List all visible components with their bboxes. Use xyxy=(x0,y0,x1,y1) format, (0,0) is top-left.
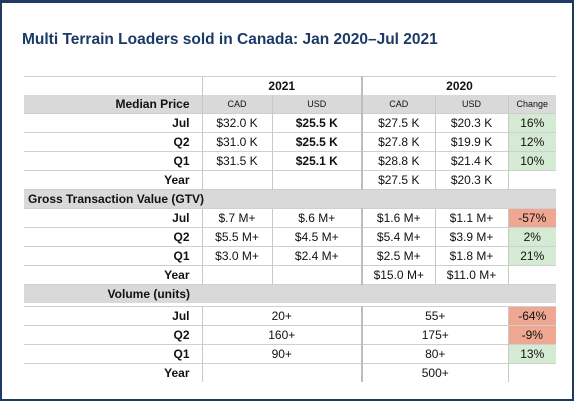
cell-change: 13% xyxy=(507,344,557,364)
col-usd-2021: USD xyxy=(271,95,363,114)
row-period: Q2 xyxy=(24,132,202,152)
year-header-row: 2021 2020 xyxy=(24,76,557,95)
row-period: Jul xyxy=(24,306,202,326)
table-row: Q1 90+ 80+ 13% xyxy=(24,344,557,364)
year-2020-header: 2020 xyxy=(361,76,557,95)
row-period: Q2 xyxy=(24,325,202,345)
year-2021-header: 2021 xyxy=(201,76,363,95)
sales-table: 2021 2020 Median Price CAD USD CAD USD C… xyxy=(24,76,557,382)
cell-change: 2% xyxy=(507,227,557,247)
cell-change: -57% xyxy=(507,208,557,228)
row-period: Jul xyxy=(24,208,202,228)
cell-cad-2021 xyxy=(201,265,272,285)
table-row: Q1 $3.0 M+ $2.4 M+ $2.5 M+ $1.8 M+ 21% xyxy=(24,246,557,266)
cell-volume-2020: 55+ xyxy=(361,306,509,326)
row-period: Year xyxy=(24,363,202,382)
median-header-row: Median Price CAD USD CAD USD Change xyxy=(24,95,557,114)
table-row: Jul $32.0 K $25.5 K $27.5 K $20.3 K 16% xyxy=(24,113,557,133)
cell-volume-2021: 90+ xyxy=(201,344,363,364)
cell-usd-2020: $19.9 K xyxy=(434,132,509,152)
cell-usd-2021 xyxy=(271,170,363,190)
table-row: Jul 20+ 55+ -64% xyxy=(24,306,557,326)
table-row: Year $15.0 M+ $11.0 M+ xyxy=(24,265,557,285)
row-period: Q2 xyxy=(24,227,202,247)
row-period: Jul xyxy=(24,113,202,133)
cell-cad-2020: $2.5 M+ xyxy=(361,246,436,266)
cell-volume-2020: 175+ xyxy=(361,325,509,345)
cell-usd-2020: $11.0 M+ xyxy=(434,265,509,285)
cell-cad-2021: $3.0 M+ xyxy=(201,246,272,266)
table-row: Year 500+ xyxy=(24,363,557,382)
cell-change: 10% xyxy=(507,151,557,171)
col-cad-2021: CAD xyxy=(201,95,272,114)
cell-usd-2021: $.6 M+ xyxy=(271,208,363,228)
cell-cad-2020: $28.8 K xyxy=(361,151,436,171)
table-row: Jul $.7 M+ $.6 M+ $1.6 M+ $1.1 M+ -57% xyxy=(24,208,557,228)
col-usd-2020: USD xyxy=(434,95,509,114)
cell-change: 21% xyxy=(507,246,557,266)
cell-cad-2020: $1.6 M+ xyxy=(361,208,436,228)
cell-volume-2020: 80+ xyxy=(361,344,509,364)
table-row: Q1 $31.5 K $25.1 K $28.8 K $21.4 K 10% xyxy=(24,151,557,171)
cell-usd-2020: $21.4 K xyxy=(434,151,509,171)
cell-usd-2021: $25.5 K xyxy=(271,113,363,133)
gtv-header-row: Gross Transaction Value (GTV) xyxy=(24,189,557,209)
cell-usd-2020: $1.1 M+ xyxy=(434,208,509,228)
cell-change xyxy=(507,170,557,190)
cell-cad-2021: $32.0 K xyxy=(201,113,272,133)
cell-change: -64% xyxy=(507,306,557,326)
cell-usd-2021: $2.4 M+ xyxy=(271,246,363,266)
cell-cad-2021: $31.5 K xyxy=(201,151,272,171)
gtv-section-label: Gross Transaction Value (GTV) xyxy=(24,189,557,209)
table-row: Q2 160+ 175+ -9% xyxy=(24,325,557,345)
col-cad-2020: CAD xyxy=(361,95,436,114)
median-section-label: Median Price xyxy=(24,95,202,114)
cell-cad-2021: $5.5 M+ xyxy=(201,227,272,247)
cell-change: -9% xyxy=(507,325,557,345)
cell-change xyxy=(507,363,557,382)
volume-section-label: Volume (units) xyxy=(24,284,202,303)
cell-cad-2021: $.7 M+ xyxy=(201,208,272,228)
table-row: Q2 $5.5 M+ $4.5 M+ $5.4 M+ $3.9 M+ 2% xyxy=(24,227,557,247)
cell-cad-2020: $27.5 K xyxy=(361,170,436,190)
cell-change xyxy=(507,265,557,285)
cell-volume-2021: 20+ xyxy=(201,306,363,326)
cell-change: 12% xyxy=(507,132,557,152)
cell-usd-2021 xyxy=(271,265,363,285)
cell-usd-2021: $4.5 M+ xyxy=(271,227,363,247)
cell-volume-2020: 500+ xyxy=(361,363,509,382)
cell-usd-2020: $20.3 K xyxy=(434,170,509,190)
table-row: Q2 $31.0 K $25.5 K $27.8 K $19.9 K 12% xyxy=(24,132,557,152)
cell-volume-2021 xyxy=(201,363,363,382)
row-period: Q1 xyxy=(24,344,202,364)
row-period: Q1 xyxy=(24,151,202,171)
cell-volume-2021: 160+ xyxy=(201,325,363,345)
col-change: Change xyxy=(507,95,557,114)
cell-cad-2021: $31.0 K xyxy=(201,132,272,152)
cell-cad-2020: $27.8 K xyxy=(361,132,436,152)
cell-usd-2021: $25.5 K xyxy=(271,132,363,152)
row-period: Q1 xyxy=(24,246,202,266)
cell-cad-2020: $15.0 M+ xyxy=(361,265,436,285)
cell-usd-2021: $25.1 K xyxy=(271,151,363,171)
cell-usd-2020: $3.9 M+ xyxy=(434,227,509,247)
cell-cad-2020: $27.5 K xyxy=(361,113,436,133)
cell-usd-2020: $1.8 M+ xyxy=(434,246,509,266)
cell-change: 16% xyxy=(507,113,557,133)
cell-cad-2021 xyxy=(201,170,272,190)
row-period: Year xyxy=(24,265,202,285)
volume-header-row: Volume (units) xyxy=(24,284,557,303)
table-row: Year $27.5 K $20.3 K xyxy=(24,170,557,190)
cell-usd-2020: $20.3 K xyxy=(434,113,509,133)
cell-cad-2020: $5.4 M+ xyxy=(361,227,436,247)
report-title: Multi Terrain Loaders sold in Canada: Ja… xyxy=(22,31,438,48)
row-period: Year xyxy=(24,170,202,190)
